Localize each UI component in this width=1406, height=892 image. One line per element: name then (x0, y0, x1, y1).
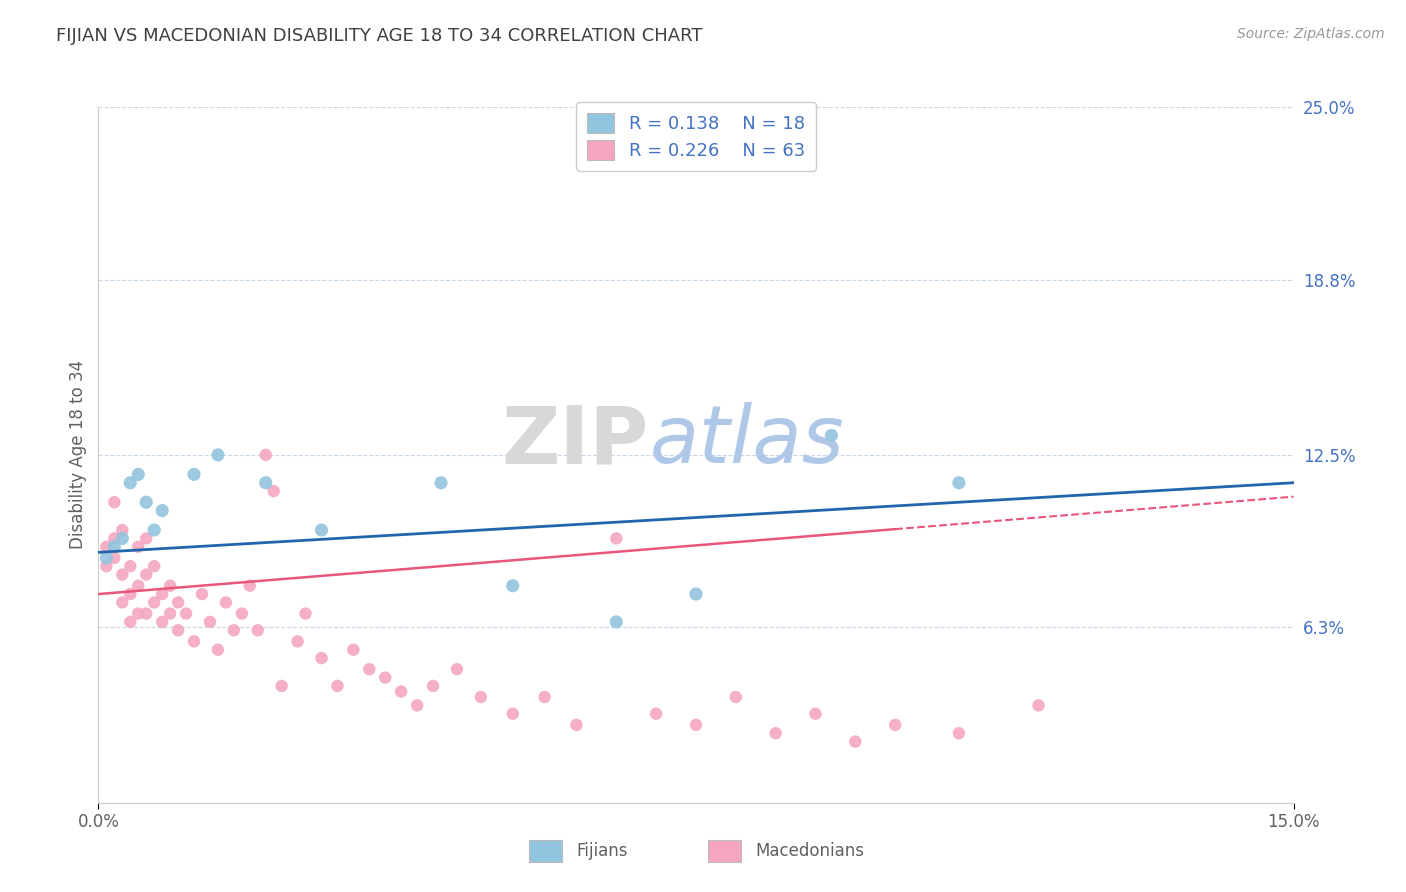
Point (135, 532, 157, 546)
Point (111, 595, 134, 609)
Point (884, 718, 907, 732)
Point (198, 615, 221, 629)
Point (191, 587, 214, 601)
Point (446, 662, 468, 676)
Point (207, 642, 229, 657)
Point (103, 532, 125, 546)
Point (143, 523, 166, 537)
Point (406, 698, 429, 713)
Point (96, 559, 118, 574)
Point (159, 607, 181, 621)
Point (287, 634, 309, 648)
Point (111, 523, 134, 537)
Point (502, 706, 524, 721)
Text: FIJIAN VS MACEDONIAN DISABILITY AGE 18 TO 34 CORRELATION CHART: FIJIAN VS MACEDONIAN DISABILITY AGE 18 T… (56, 27, 703, 45)
Point (135, 495, 157, 509)
Point (804, 706, 827, 721)
Text: Source: ZipAtlas.com: Source: ZipAtlas.com (1237, 27, 1385, 41)
Point (605, 532, 627, 546)
Point (103, 550, 125, 565)
Point (111, 532, 134, 546)
Text: Fijians: Fijians (576, 842, 628, 860)
Point (765, 726, 787, 740)
Point (127, 607, 149, 621)
Point (502, 579, 524, 593)
Point (103, 495, 125, 509)
Point (150, 587, 173, 601)
Point (127, 467, 149, 482)
Text: atlas: atlas (650, 402, 844, 480)
Point (254, 475, 277, 490)
Point (294, 607, 316, 621)
Text: Macedonians: Macedonians (756, 842, 865, 860)
Point (127, 579, 149, 593)
Point (127, 540, 149, 554)
Point (143, 559, 166, 574)
Point (150, 615, 173, 629)
Point (222, 624, 245, 638)
Point (96, 550, 118, 565)
Point (948, 475, 970, 490)
Point (359, 662, 381, 676)
Point (143, 595, 166, 609)
Point (207, 448, 229, 462)
Point (389, 684, 412, 698)
Y-axis label: Disability Age 18 to 34: Disability Age 18 to 34 (69, 360, 87, 549)
Point (231, 607, 253, 621)
Point (605, 615, 627, 629)
Point (844, 734, 866, 748)
Point (174, 607, 197, 621)
Point (533, 690, 555, 704)
Point (263, 484, 285, 499)
Point (135, 567, 157, 582)
Point (150, 503, 173, 517)
Point (159, 579, 181, 593)
Point (724, 690, 747, 704)
FancyBboxPatch shape (529, 839, 562, 862)
Point (565, 718, 588, 732)
Legend: R = 0.138    N = 18, R = 0.226    N = 63: R = 0.138 N = 18, R = 0.226 N = 63 (576, 103, 815, 171)
Point (948, 726, 970, 740)
Point (96, 540, 118, 554)
FancyBboxPatch shape (709, 839, 741, 862)
Point (422, 679, 444, 693)
Point (120, 615, 142, 629)
Point (326, 679, 349, 693)
Point (183, 634, 205, 648)
Point (1028, 698, 1050, 713)
Point (374, 671, 396, 685)
Point (215, 595, 238, 609)
Point (120, 475, 142, 490)
Point (470, 690, 492, 704)
Point (120, 587, 142, 601)
Point (246, 624, 269, 638)
Point (120, 559, 142, 574)
Point (645, 706, 668, 721)
Point (239, 579, 262, 593)
Point (820, 428, 842, 442)
Point (167, 624, 190, 638)
Point (103, 540, 125, 554)
Point (342, 642, 364, 657)
Point (270, 679, 292, 693)
Point (254, 448, 277, 462)
Point (167, 595, 190, 609)
Point (135, 607, 157, 621)
Point (430, 475, 453, 490)
Point (183, 467, 205, 482)
Point (111, 567, 134, 582)
Point (685, 718, 707, 732)
Point (311, 523, 333, 537)
Text: ZIP: ZIP (501, 402, 648, 480)
Point (685, 587, 707, 601)
Point (311, 651, 333, 665)
